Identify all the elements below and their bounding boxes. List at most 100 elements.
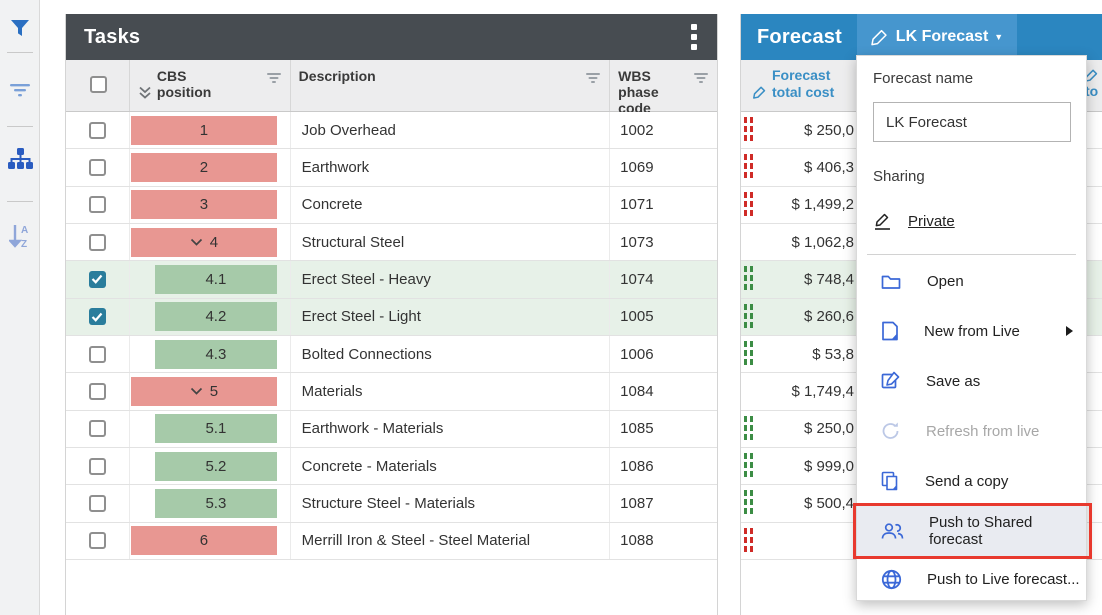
forecast-title-bar: Forecast LK Forecast ▼ (741, 14, 1102, 60)
row-checkbox[interactable] (88, 196, 106, 214)
cbs-position-value: 5.3 (205, 494, 227, 512)
row-checkbox[interactable] (88, 270, 106, 288)
task-description: Earthwork - Materials (301, 420, 444, 438)
menu-item-new-from-live[interactable]: New from Live (857, 306, 1086, 356)
save-as-icon (881, 371, 901, 391)
cbs-position-value: 4.3 (205, 345, 227, 363)
svg-text:A: A (21, 225, 28, 236)
forecast-dropdown-menu: Forecast name Sharing Private Open New fr… (853, 55, 1092, 602)
cbs-position-value: 6 (199, 532, 209, 550)
cbs-position-value: 4.2 (205, 308, 227, 326)
forecast-total-cost-value: $ 1,749,4 (791, 382, 854, 400)
submenu-arrow-icon (1066, 326, 1073, 336)
variance-under-indicator-icon (744, 490, 753, 517)
row-checkbox[interactable] (88, 494, 106, 512)
menu-item-save-as[interactable]: Save as (857, 356, 1086, 406)
task-description: Erect Steel - Heavy (301, 270, 431, 288)
new-file-icon (881, 321, 899, 341)
table-row: 4 Structural Steel 1073 (66, 223, 717, 262)
row-checkbox[interactable] (88, 233, 106, 251)
table-row: 2 Earthwork 1069 (66, 149, 717, 187)
forecast-total-cost-value: $ 406,3 (803, 158, 854, 176)
variance-over-indicator-icon (744, 527, 753, 554)
filter-funnel-icon[interactable] (7, 15, 33, 41)
toolbar-divider (7, 201, 33, 202)
cbs-position-value: 1 (199, 121, 209, 139)
row-checkbox[interactable] (88, 158, 106, 176)
cbs-position-value: 5.1 (205, 420, 227, 438)
select-all-checkbox[interactable] (89, 76, 107, 93)
forecast-total-cost-value: $ 748,4 (803, 270, 854, 288)
pencil-icon (1085, 69, 1098, 82)
edit-pencil-icon (873, 212, 892, 231)
cbs-position-value: 4 (209, 233, 219, 251)
row-checkbox[interactable] (88, 308, 106, 326)
variance-under-indicator-icon (744, 452, 753, 479)
menu-item-push-to-live-forecast[interactable]: Push to Live forecast... (857, 556, 1086, 602)
toolbar-divider (7, 126, 33, 127)
wbs-phase-code: 1088 (620, 532, 654, 550)
task-description: Concrete (301, 196, 363, 214)
menu-item-push-to-shared-forecast[interactable]: Push to Shared forecast (857, 506, 1086, 556)
task-description: Bolted Connections (301, 345, 432, 363)
wbs-phase-code: 1005 (620, 308, 654, 326)
wbs-phase-code: 1074 (620, 270, 654, 288)
refresh-icon (881, 421, 901, 441)
wbs-phase-code: 1071 (620, 196, 654, 214)
sharing-private-link[interactable]: Private (873, 212, 955, 231)
task-description: Materials (301, 382, 363, 400)
cbs-position-value: 2 (199, 158, 209, 176)
row-expand-chevron-icon[interactable] (190, 387, 203, 396)
cbs-position-badge: 4.2 (154, 302, 277, 332)
table-row: 4.3 Bolted Connections 1006 (66, 335, 717, 374)
column-filter-icon[interactable] (693, 72, 709, 83)
row-expand-chevron-icon[interactable] (190, 238, 203, 246)
column-filter-icon[interactable] (585, 72, 601, 83)
chevron-down-icon: ▼ (994, 32, 1004, 42)
row-checkbox[interactable] (88, 121, 106, 139)
column-label-cbs: CBS position (156, 68, 212, 101)
forecast-name-dropdown-button[interactable]: LK Forecast ▼ (857, 14, 1017, 60)
menu-item-open[interactable]: Open (857, 256, 1086, 306)
forecast-name-input[interactable] (873, 102, 1071, 142)
wbs-phase-code: 1069 (620, 158, 654, 176)
svg-text:Z: Z (21, 239, 27, 249)
row-checkbox[interactable] (88, 420, 106, 438)
menu-item-label: Refresh from live (926, 422, 1040, 440)
table-row: 6 Merrill Iron & Steel - Steel Material 10… (66, 522, 717, 560)
menu-item-send-a-copy[interactable]: Send a copy (857, 456, 1086, 506)
sharing-private-label: Private (908, 213, 955, 230)
menu-item-label: Push to Shared forecast (929, 514, 1033, 548)
cbs-position-badge: 5.2 (154, 451, 277, 481)
wbs-phase-code: 1084 (620, 382, 654, 400)
variance-under-indicator-icon (744, 415, 753, 442)
table-row: 4.2 Erect Steel - Light 1005 (66, 298, 717, 336)
collapse-all-icon[interactable] (138, 86, 152, 99)
wbs-phase-code: 1002 (620, 121, 654, 139)
column-filter-icon[interactable] (266, 72, 282, 83)
task-description: Structure Steel - Materials (301, 494, 476, 512)
kebab-menu-icon[interactable] (683, 23, 705, 51)
cbs-position-value: 5 (209, 382, 219, 400)
forecast-total-cost-value: $ 250,0 (803, 420, 854, 438)
filter-lines-icon[interactable] (7, 77, 33, 103)
hierarchy-icon[interactable] (7, 146, 33, 172)
tasks-panel: Tasks CBS position Description WBS phase… (65, 14, 718, 615)
wbs-phase-code: 1086 (620, 457, 654, 475)
row-checkbox[interactable] (88, 532, 106, 550)
menu-item-refresh-from-live: Refresh from live (857, 406, 1086, 456)
row-checkbox[interactable] (88, 382, 106, 400)
variance-under-indicator-icon (744, 266, 753, 293)
task-description: Concrete - Materials (301, 457, 437, 475)
cbs-position-badge: 5.3 (154, 488, 277, 518)
pencil-icon (871, 29, 888, 46)
cbs-position-badge: 4.1 (154, 264, 277, 294)
menu-item-label: Push to Live forecast... (927, 570, 1080, 588)
row-checkbox[interactable] (88, 345, 106, 363)
table-row: 3 Concrete 1071 (66, 186, 717, 224)
row-checkbox[interactable] (88, 457, 106, 475)
table-row: 4.1 Erect Steel - Heavy 1074 (66, 261, 717, 299)
wbs-phase-code: 1073 (620, 233, 654, 251)
